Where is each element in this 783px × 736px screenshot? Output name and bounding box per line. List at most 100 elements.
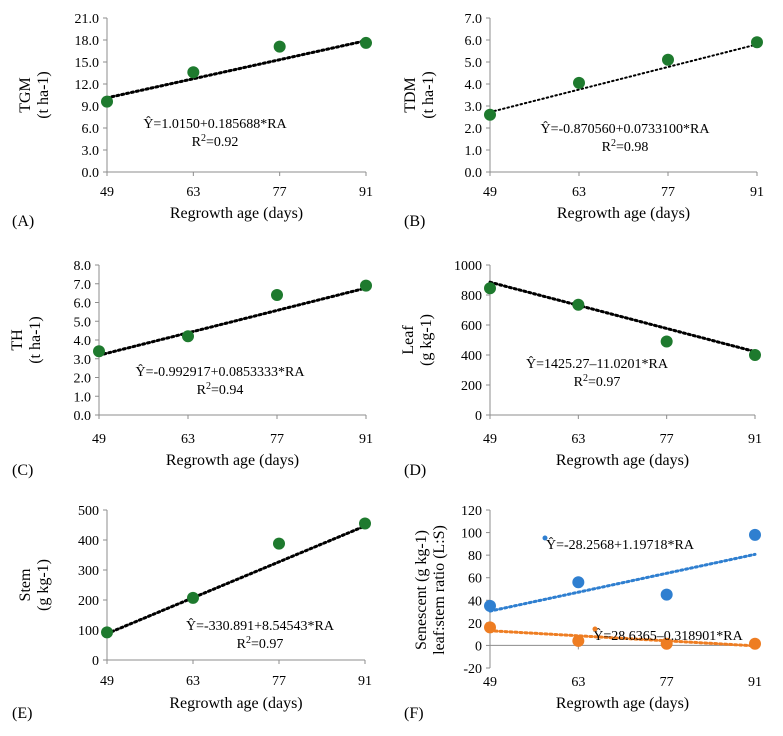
panel-5-y-tick-label: 200 bbox=[78, 594, 99, 609]
panel-2-y-tick-label: 1.0 bbox=[465, 144, 483, 159]
panel-6-point bbox=[660, 637, 673, 650]
panel-4-y-tick-label: 0 bbox=[475, 409, 482, 424]
panel-6-point bbox=[484, 599, 496, 612]
panel-5-trendline-1 bbox=[105, 524, 367, 636]
panel-3-y-tick-label: 8.0 bbox=[74, 259, 92, 274]
panel-6-point bbox=[484, 621, 496, 634]
panel-5-r-squared: R2=0.97 bbox=[237, 635, 284, 653]
panel-3-y-tick-label: 7.0 bbox=[74, 278, 92, 293]
panel-5-x-axis-title: Regrowth age (days) bbox=[169, 695, 302, 712]
panel-1-x-tick-label: 91 bbox=[359, 185, 373, 200]
panel-3-y-axis-title-line2: (t ha-1) bbox=[27, 316, 44, 364]
panel-2-y-tick-label: 7.0 bbox=[465, 12, 483, 27]
panel-1-point bbox=[360, 36, 372, 49]
panel-3-y-tick-label: 5.0 bbox=[74, 315, 92, 330]
panel-4-x-tick-label: 77 bbox=[660, 432, 674, 447]
panel-3-y-tick-label: 4.0 bbox=[74, 334, 92, 349]
panel-6-point bbox=[572, 576, 585, 589]
panel-3-y-tick-label: 2.0 bbox=[74, 372, 92, 387]
panel-4-point bbox=[484, 282, 496, 295]
panel-6-x-axis-title: Regrowth age (days) bbox=[556, 695, 689, 712]
panel-4-x-axis-title: Regrowth age (days) bbox=[556, 452, 689, 469]
panel-5-point bbox=[101, 626, 113, 639]
panel-2-trendline-1 bbox=[489, 43, 758, 114]
panel-1-y-tick-label: 18.0 bbox=[75, 34, 100, 49]
panel-5-y-tick-label: 100 bbox=[78, 624, 99, 639]
panel-3-x-tick-label: 91 bbox=[359, 432, 373, 447]
panel-3-r-squared: R2=0.94 bbox=[197, 381, 244, 399]
panel-1-x-tick-label: 77 bbox=[273, 185, 287, 200]
panel-6-panel-label: (F) bbox=[404, 705, 424, 722]
panel-4-point bbox=[660, 335, 673, 348]
panel-3-x-tick-label: 63 bbox=[181, 432, 195, 447]
panel-6-x-tick-label: 91 bbox=[748, 675, 762, 690]
panel-3-point bbox=[271, 289, 283, 301]
panel-5-x-tick-label: 91 bbox=[358, 674, 372, 689]
panel-5-x-tick-label: 63 bbox=[186, 674, 200, 689]
panel-3-trendline-1 bbox=[97, 286, 368, 357]
panel-3-y-tick-label: 3.0 bbox=[74, 353, 92, 368]
panel-1-x-tick-label: 63 bbox=[186, 185, 200, 200]
panel-6-y-tick-label: -20 bbox=[463, 662, 482, 677]
panel-2-x-tick-label: 77 bbox=[661, 185, 675, 200]
panel-3-point bbox=[93, 345, 105, 358]
panel-4-x-tick-label: 63 bbox=[571, 432, 585, 447]
panel-1-x-axis-title: Regrowth age (days) bbox=[170, 205, 303, 222]
panel-1-trendline-1 bbox=[105, 39, 368, 100]
panel-4-x-tick-label: 91 bbox=[748, 432, 762, 447]
panel-2-y-tick-label: 2.0 bbox=[465, 122, 483, 137]
panel-1-point bbox=[101, 95, 113, 108]
panel-3-y-tick-label: 0.0 bbox=[74, 409, 92, 424]
panel-1-y-tick-label: 15.0 bbox=[75, 56, 100, 71]
panel-2-y-tick-label: 0.0 bbox=[465, 166, 483, 181]
panel-3-point bbox=[182, 330, 194, 343]
panel-6-trendline-2 bbox=[488, 629, 757, 648]
panel-2-y-tick-label: 3.0 bbox=[465, 100, 483, 115]
panel-1-y-axis-title-line1: TGM bbox=[17, 77, 34, 113]
panel-2-x-tick-label: 63 bbox=[572, 185, 586, 200]
panel-1-y-tick-label: 21.0 bbox=[75, 12, 100, 27]
panel-3-y-tick-label: 6.0 bbox=[74, 297, 92, 312]
panel-6-point bbox=[749, 637, 761, 650]
panel-6-equation-marker-2 bbox=[592, 626, 598, 632]
panel-6-y-tick-label: 0 bbox=[475, 639, 482, 654]
panel-1-r-squared: R2=0.92 bbox=[192, 133, 239, 151]
panel-1-panel-label: (A) bbox=[12, 213, 34, 230]
panel-2-point bbox=[662, 53, 674, 66]
panel-2-y-axis-title-line2: (t ha-1) bbox=[420, 71, 437, 119]
panel-1-y-tick-label: 0.0 bbox=[82, 166, 100, 181]
panel-4-equation-1: Ŷ=1425.27–11.0201*RA bbox=[526, 355, 669, 372]
panel-2-point bbox=[751, 36, 763, 49]
panel-4-point bbox=[572, 298, 585, 311]
panel-2-panel-label: (B) bbox=[404, 213, 425, 230]
panel-2-y-tick-label: 4.0 bbox=[465, 78, 483, 93]
panel-6-x-tick-label: 49 bbox=[483, 675, 497, 690]
panel-5-y-tick-label: 400 bbox=[78, 534, 99, 549]
panel-6-equation-2: Ŷ=28.6365–0.318901*RA bbox=[593, 627, 743, 644]
panel-4-panel-label: (D) bbox=[404, 462, 426, 479]
panel-6-y-tick-label: 20 bbox=[468, 617, 482, 632]
panel-6-x-tick-label: 63 bbox=[571, 675, 585, 690]
panel-2-equation-1: Ŷ=-0.870560+0.0733100*RA bbox=[540, 120, 710, 137]
panel-5-point bbox=[359, 517, 371, 530]
panel-5-x-tick-label: 49 bbox=[100, 674, 114, 689]
panel-6-equation-marker-1 bbox=[542, 535, 548, 541]
panel-6-y-tick-label: 80 bbox=[468, 549, 482, 564]
panel-5-y-axis-title-line2: (g kg-1) bbox=[35, 559, 52, 611]
panel-4-y-axis-title-line2: (g kg-1) bbox=[418, 314, 435, 366]
panel-1-y-tick-label: 9.0 bbox=[82, 100, 100, 115]
panel-4-r-squared: R2=0.97 bbox=[574, 373, 621, 391]
panel-3-y-axis-title-line1: TH bbox=[9, 329, 26, 351]
panel-3-equation-1: Ŷ=-0.992917+0.0853333*RA bbox=[135, 363, 305, 380]
panel-6-point bbox=[572, 634, 585, 647]
panel-4-y-tick-label: 600 bbox=[461, 319, 482, 334]
panel-5-x-tick-label: 77 bbox=[272, 674, 286, 689]
panel-6-y-tick-label: 100 bbox=[461, 527, 482, 542]
panel-2-x-axis-title: Regrowth age (days) bbox=[557, 205, 690, 222]
panel-2-x-tick-label: 49 bbox=[483, 185, 497, 200]
panel-3-panel-label: (C) bbox=[12, 462, 33, 479]
panel-6-x-tick-label: 77 bbox=[660, 675, 674, 690]
panel-2-y-tick-label: 5.0 bbox=[465, 56, 483, 71]
panel-6-y-axis-title-line2: leaf:stem ratio (L:S) bbox=[431, 525, 448, 655]
